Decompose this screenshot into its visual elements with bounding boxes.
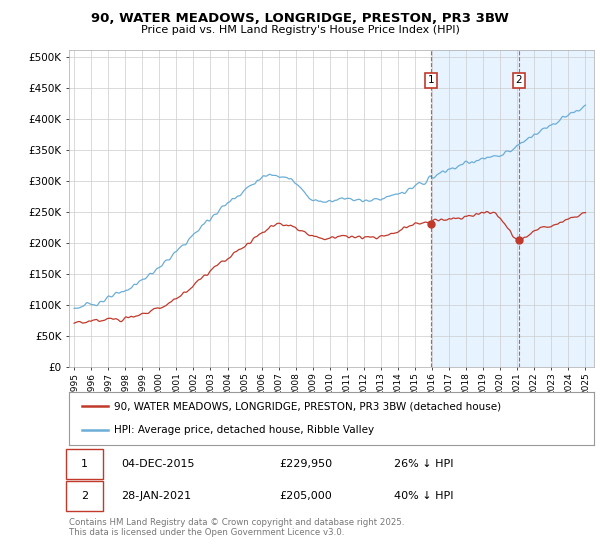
- Text: 90, WATER MEADOWS, LONGRIDGE, PRESTON, PR3 3BW (detached house): 90, WATER MEADOWS, LONGRIDGE, PRESTON, P…: [113, 402, 501, 412]
- FancyBboxPatch shape: [67, 482, 103, 511]
- Text: HPI: Average price, detached house, Ribble Valley: HPI: Average price, detached house, Ribb…: [113, 425, 374, 435]
- Text: Contains HM Land Registry data © Crown copyright and database right 2025.
This d: Contains HM Land Registry data © Crown c…: [69, 518, 404, 538]
- Text: £229,950: £229,950: [279, 459, 332, 469]
- Bar: [431, 50, 594, 367]
- FancyBboxPatch shape: [67, 449, 103, 479]
- Text: 90, WATER MEADOWS, LONGRIDGE, PRESTON, PR3 3BW: 90, WATER MEADOWS, LONGRIDGE, PRESTON, P…: [91, 12, 509, 25]
- Text: 28-JAN-2021: 28-JAN-2021: [121, 491, 191, 501]
- Text: 1: 1: [81, 459, 88, 469]
- Text: 1: 1: [427, 75, 434, 85]
- Text: 2: 2: [515, 75, 522, 85]
- Text: 2: 2: [81, 491, 88, 501]
- Text: 40% ↓ HPI: 40% ↓ HPI: [395, 491, 454, 501]
- Text: 26% ↓ HPI: 26% ↓ HPI: [395, 459, 454, 469]
- Text: 04-DEC-2015: 04-DEC-2015: [121, 459, 195, 469]
- Text: £205,000: £205,000: [279, 491, 332, 501]
- Text: Price paid vs. HM Land Registry's House Price Index (HPI): Price paid vs. HM Land Registry's House …: [140, 25, 460, 35]
